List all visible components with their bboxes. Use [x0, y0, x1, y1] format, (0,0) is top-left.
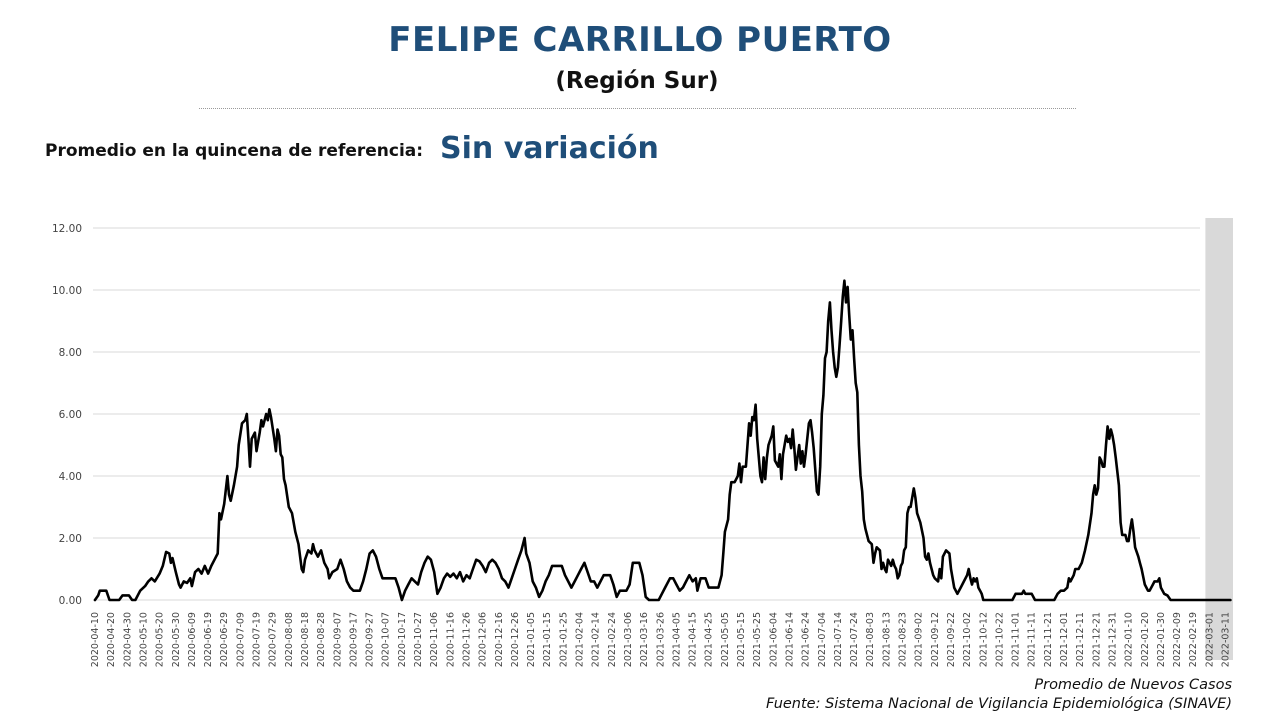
x-tick-label: 2020-12-26: [510, 612, 521, 667]
x-tick-label: 2021-09-02: [914, 612, 925, 667]
x-tick-label: 2021-12-21: [1091, 612, 1102, 667]
x-tick-label: 2020-04-30: [122, 612, 133, 667]
x-tick-label: 2020-11-26: [461, 612, 472, 667]
x-tick-label: 2021-05-15: [736, 612, 747, 667]
x-tick-label: 2021-12-01: [1059, 612, 1070, 667]
x-tick-label: 2020-06-19: [203, 612, 214, 667]
x-tick-label: 2021-04-05: [671, 612, 682, 667]
x-tick-label: 2021-04-15: [688, 612, 699, 667]
x-tick-label: 2020-10-17: [397, 612, 408, 667]
x-tick-label: 2021-01-25: [558, 612, 569, 667]
x-tick-label: 2020-05-30: [171, 612, 182, 667]
x-tick-label: 2021-10-02: [962, 612, 973, 667]
reference-value: Sin variación: [440, 131, 659, 166]
x-tick-label: 2020-09-17: [348, 612, 359, 667]
x-tick-label: 2020-11-16: [445, 612, 456, 667]
series-line: [93, 279, 1232, 602]
x-tick-label: 2021-02-04: [575, 612, 586, 667]
x-tick-label: 2021-02-14: [591, 612, 602, 667]
x-tick-label: 2020-05-20: [155, 612, 166, 667]
chart-subtitle: (Región Sur): [555, 68, 719, 94]
title-divider: [199, 108, 1076, 109]
series-caption: Promedio de Nuevos Casos: [1034, 677, 1232, 693]
x-tick-label: 2021-01-15: [542, 612, 553, 667]
x-tick-label: 2021-05-25: [752, 612, 763, 667]
x-tick-label: 2021-08-13: [881, 612, 892, 667]
x-tick-label: 2021-11-01: [1011, 612, 1022, 667]
x-tick-label: 2021-06-04: [768, 612, 779, 667]
line-chart: 0.00 2.00 4.00 6.00 8.00 10.00 12.00 2020-04-10…: [52, 218, 1233, 667]
y-tick-label: 6.00: [59, 409, 82, 421]
x-tick-label: 2021-07-24: [849, 612, 860, 667]
x-tick-label: 2020-07-29: [268, 612, 279, 667]
x-tick-label: 2020-05-10: [138, 612, 149, 667]
x-tick-label: 2021-09-22: [946, 612, 957, 667]
x-tick-label: 2020-07-19: [252, 612, 263, 667]
x-tick-label: 2021-02-24: [607, 612, 618, 667]
y-tick-label: 0.00: [59, 595, 82, 607]
x-tick-label: 2020-08-18: [300, 612, 311, 667]
y-tick-label: 2.00: [59, 533, 82, 545]
x-tick-label: 2021-12-11: [1075, 612, 1086, 667]
y-tick-label: 4.00: [59, 471, 82, 483]
x-tick-label: 2021-09-12: [930, 612, 941, 667]
x-tick-label: 2022-03-11: [1221, 612, 1232, 667]
x-tick-label: 2021-11-21: [1043, 612, 1054, 667]
x-tick-label: 2021-12-31: [1107, 612, 1118, 667]
x-tick-label: 2020-09-27: [365, 612, 376, 667]
x-tick-label: 2021-06-24: [801, 612, 812, 667]
x-tick-label: 2020-10-07: [381, 612, 392, 667]
x-tick-label: 2022-02-09: [1172, 612, 1183, 667]
x-tick-label: 2022-01-30: [1156, 612, 1167, 667]
x-tick-label: 2021-08-23: [898, 612, 909, 667]
x-tick-label: 2020-04-10: [90, 612, 101, 667]
x-tick-label: 2021-07-04: [817, 612, 828, 667]
x-tick-label: 2021-06-14: [784, 612, 795, 667]
x-tick-label: 2020-06-29: [219, 612, 230, 667]
x-tick-label: 2021-08-03: [865, 612, 876, 667]
x-tick-label: 2020-09-07: [332, 612, 343, 667]
x-tick-label: 2020-06-09: [187, 612, 198, 667]
y-tick-label: 12.00: [52, 223, 82, 235]
reference-label: Promedio en la quincena de referencia:: [45, 141, 424, 161]
x-tick-label: 2022-01-20: [1140, 612, 1151, 667]
x-tick-label: 2020-11-06: [429, 612, 440, 667]
x-tick-label: 2021-05-05: [720, 612, 731, 667]
x-tick-label: 2022-02-19: [1188, 612, 1199, 667]
x-tick-label: 2021-11-11: [1027, 612, 1038, 667]
x-tick-label: 2020-12-16: [494, 612, 505, 667]
x-tick-label: 2021-10-12: [978, 612, 989, 667]
x-tick-label: 2021-10-22: [994, 612, 1005, 667]
x-tick-label: 2020-04-20: [106, 612, 117, 667]
shaded-region: [1205, 218, 1233, 660]
chart-title: FELIPE CARRILLO PUERTO: [388, 20, 892, 60]
x-tick-label: 2021-03-06: [623, 612, 634, 667]
source-caption: Fuente: Sistema Nacional de Vigilancia E…: [765, 696, 1232, 712]
x-tick-label: 2020-07-09: [235, 612, 246, 667]
x-tick-label: 2020-08-28: [316, 612, 327, 667]
x-tick-label: 2020-12-06: [478, 612, 489, 667]
y-tick-label: 10.00: [52, 285, 82, 297]
x-tick-label: 2021-01-05: [526, 612, 537, 667]
x-tick-label: 2021-03-26: [655, 612, 666, 667]
x-tick-label: 2020-08-08: [284, 612, 295, 667]
y-tick-label: 8.00: [59, 347, 82, 359]
x-tick-label: 2021-04-25: [704, 612, 715, 667]
x-tick-label: 2021-03-16: [639, 612, 650, 667]
x-tick-label: 2021-07-14: [833, 612, 844, 667]
x-tick-label: 2022-03-01: [1204, 612, 1215, 667]
x-tick-label: 2020-10-27: [413, 612, 424, 667]
x-tick-label: 2022-01-10: [1124, 612, 1135, 667]
